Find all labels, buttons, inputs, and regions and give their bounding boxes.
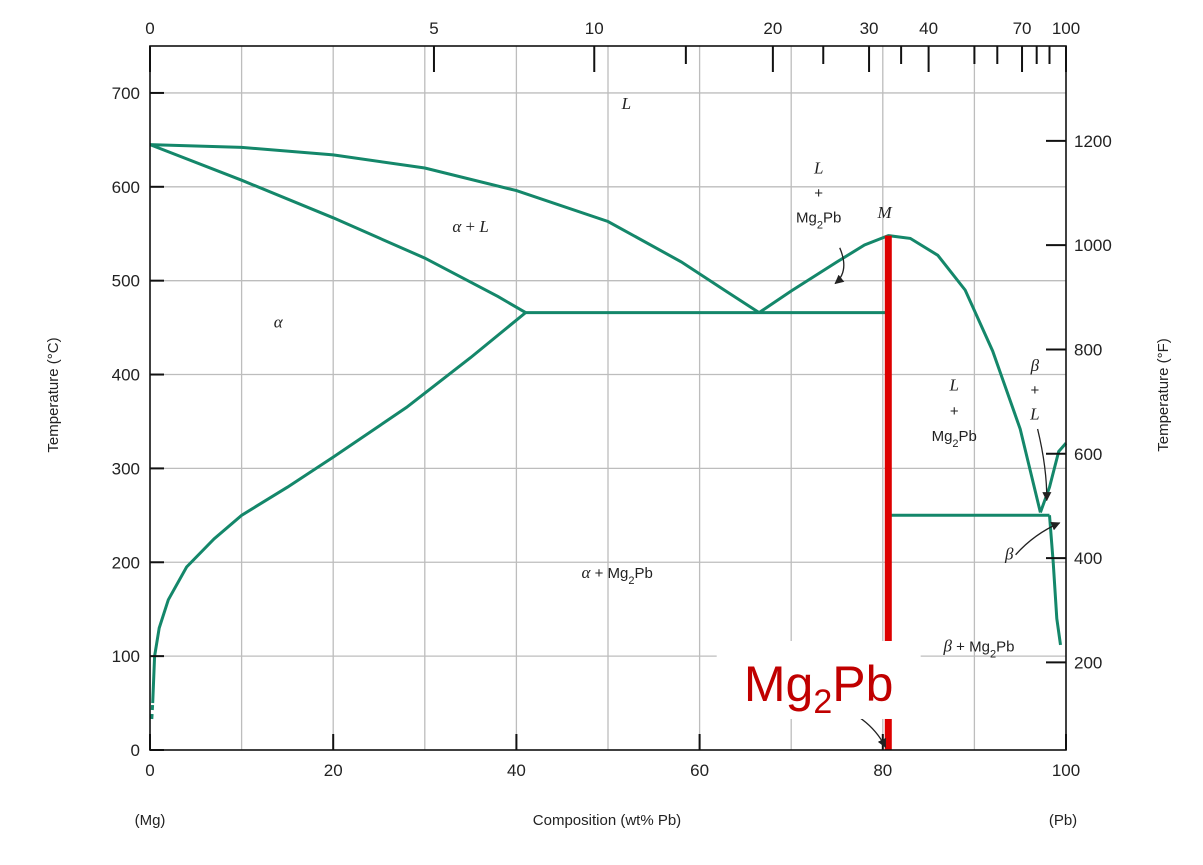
- region-label: β + Mg2Pb: [943, 636, 1015, 660]
- region-label: Mg2Pb: [796, 209, 841, 231]
- x-tick-label: 0: [145, 761, 154, 780]
- y2-tick-label: 800: [1074, 340, 1102, 359]
- region-label: M: [877, 203, 893, 222]
- region-label: +: [814, 185, 823, 202]
- y-tick-label: 700: [112, 84, 140, 103]
- y2-tick-label: 200: [1074, 653, 1102, 672]
- region-label: +: [950, 403, 959, 420]
- annotation-arrow: [1036, 428, 1052, 502]
- phase-boundary-line: [151, 311, 527, 704]
- y2-tick-label: 1200: [1074, 132, 1112, 151]
- callout-background: [716, 640, 921, 719]
- y-tick-label: 400: [112, 366, 140, 385]
- top-tick-label: 30: [860, 19, 879, 38]
- top-tick-label: 40: [919, 19, 938, 38]
- region-label: α + Mg2Pb: [581, 563, 652, 587]
- phase-boundary-line: [150, 703, 155, 720]
- annotation-arrow: [1015, 521, 1061, 556]
- annotation-arrow: [834, 247, 845, 285]
- x-tick-label: 60: [690, 761, 709, 780]
- y2-axis-title: Temperature (°F): [1155, 338, 1172, 452]
- y-tick-label: 200: [112, 553, 140, 572]
- y-tick-label: 100: [112, 647, 140, 666]
- mg2pb-callout-label: Mg2Pb: [744, 656, 894, 721]
- y-tick-label: 600: [112, 178, 140, 197]
- region-label: L: [949, 375, 959, 394]
- top-tick-label: 100: [1052, 19, 1080, 38]
- region-label: Mg2Pb: [932, 428, 977, 450]
- x-axis-right-label: (Pb): [1049, 812, 1077, 829]
- y2-tick-label: 600: [1074, 445, 1102, 464]
- phase-boundary-line: [149, 143, 760, 314]
- region-label: L: [813, 159, 823, 178]
- y2-tick-label: 400: [1074, 549, 1102, 568]
- region-label: α + L: [452, 217, 489, 236]
- x-tick-label: 40: [507, 761, 526, 780]
- phase-boundary-line: [758, 234, 1042, 513]
- axis-ticks: 0 20 40 60 80 1000100200300400500600700200400…: [112, 19, 1112, 780]
- x-axis-title: Composition (wt% Pb): [533, 812, 681, 829]
- x-tick-label: 100: [1052, 761, 1080, 780]
- top-tick-label: 70: [1013, 19, 1032, 38]
- region-labels: L L + Mg2Pb Mα + L α L + Mg2Pb β + Lβ α + Mg2Pb β + M…: [274, 94, 1040, 721]
- top-tick-label: 5: [429, 19, 438, 38]
- grid-lines: [150, 46, 1066, 750]
- region-label: L: [621, 94, 631, 113]
- region-label: β: [1030, 356, 1040, 375]
- top-tick-label: 20: [763, 19, 782, 38]
- y2-tick-label: 1000: [1074, 236, 1112, 255]
- region-label: +: [1030, 382, 1039, 399]
- x-axis-left-label: (Mg): [135, 812, 166, 829]
- top-tick-label: 0: [145, 19, 154, 38]
- region-label: α: [274, 313, 284, 332]
- plot-frame: [149, 45, 1067, 751]
- region-label: L: [1029, 405, 1039, 424]
- x-tick-label: 20: [324, 761, 343, 780]
- plot-border: [149, 45, 1067, 751]
- phase-boundary-line: [149, 143, 527, 314]
- phase-boundary-line: [1048, 515, 1062, 646]
- y-axis-title: Temperature (°C): [45, 337, 62, 452]
- y-tick-label: 500: [112, 272, 140, 291]
- top-tick-label: 10: [585, 19, 604, 38]
- x-tick-label: 80: [873, 761, 892, 780]
- y-tick-label: 300: [112, 459, 140, 478]
- y-tick-label: 0: [131, 741, 140, 760]
- region-label: β: [1004, 544, 1014, 563]
